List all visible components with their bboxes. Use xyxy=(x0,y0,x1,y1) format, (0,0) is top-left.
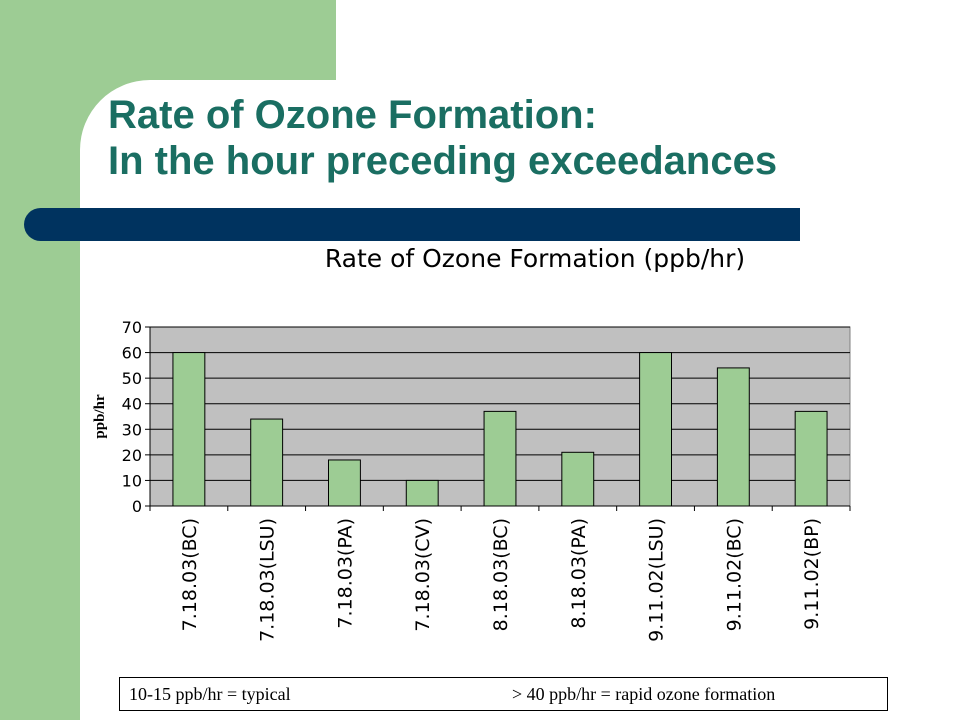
bar xyxy=(483,410,517,507)
x-tick-label: 7.18.03(PA) xyxy=(334,518,356,629)
bars xyxy=(172,352,828,507)
y-tick-label: 10 xyxy=(122,471,142,490)
slide-title: Rate of Ozone Formation: In the hour pre… xyxy=(108,92,777,184)
bar xyxy=(561,451,595,507)
y-tick-label: 70 xyxy=(122,318,142,337)
footnote-box: 10-15 ppb/hr = typical > 40 ppb/hr = rap… xyxy=(119,677,888,711)
footnote-rapid: > 40 ppb/hr = rapid ozone formation xyxy=(512,684,776,704)
x-tick-labels: 7.18.03(BC) 7.18.03(LSU) 7.18.03(PA) 7.18.0… xyxy=(179,518,823,642)
x-tick-label: 9.11.02(LSU) xyxy=(646,518,668,642)
footnote-typical: 10-15 ppb/hr = typical xyxy=(129,684,291,704)
x-tick-label: 8.18.03(PA) xyxy=(568,518,590,629)
slide-title-line-1: Rate of Ozone Formation: xyxy=(108,93,597,137)
x-tick-label: 8.18.03(BC) xyxy=(490,518,512,631)
bar xyxy=(794,410,828,507)
bar xyxy=(639,352,672,507)
bar xyxy=(250,418,284,507)
axes xyxy=(145,326,851,511)
y-tick-label: 30 xyxy=(122,420,142,439)
x-tick-label: 7.18.03(BC) xyxy=(179,518,201,631)
chart-title: Rate of Ozone Formation (ppb/hr) xyxy=(324,244,746,273)
y-tick-label: 0 xyxy=(132,497,142,516)
y-tick-labels: 0 10 20 30 40 50 60 70 xyxy=(122,318,142,516)
y-tick-label: 60 xyxy=(122,344,142,363)
y-tick-label: 20 xyxy=(122,446,142,465)
x-tick-label: 9.11.02(BP) xyxy=(801,518,823,630)
y-tick-label: 50 xyxy=(122,369,142,388)
title-divider-bar xyxy=(24,208,800,241)
x-tick-label: 9.11.02(BC) xyxy=(723,518,745,631)
bar xyxy=(328,459,361,507)
x-tick-label: 7.18.03(CV) xyxy=(412,518,434,632)
bar xyxy=(172,352,206,507)
y-tick-label: 40 xyxy=(122,395,142,414)
slide-title-line-2: In the hour preceding exceedances xyxy=(108,139,778,183)
y-axis-label: ppb/hr xyxy=(92,394,108,439)
x-tick-label: 7.18.03(LSU) xyxy=(257,518,279,642)
bar xyxy=(716,367,750,507)
bar xyxy=(405,479,439,507)
